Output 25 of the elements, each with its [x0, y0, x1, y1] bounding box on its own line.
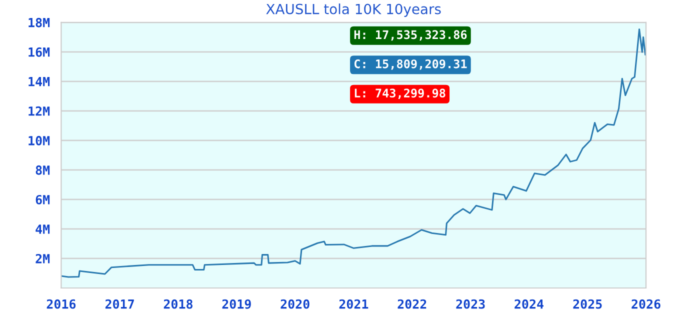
y-tick-label: 6M	[36, 194, 50, 204]
y-tick-label: 12M	[28, 106, 50, 116]
x-tick-label: 2017	[105, 299, 134, 309]
x-tick-label: 2023	[456, 299, 485, 309]
x-tick-label: 2025	[573, 299, 602, 309]
x-tick-label: 2024	[514, 299, 544, 309]
chart-title: XAUSLL tola 10K 10years	[266, 4, 441, 17]
y-tick-label: 16M	[28, 47, 50, 57]
y-tick-label: 2M	[36, 254, 50, 264]
annotation: C: 15,809,209.31	[354, 59, 467, 70]
x-tick-label: 2022	[398, 299, 426, 309]
x-tick-label: 2026	[632, 299, 660, 309]
x-tick-label: 2018	[164, 299, 192, 309]
x-tick-label: 2021	[339, 299, 368, 309]
y-tick-label: 8M	[36, 165, 50, 175]
x-tick-label: 2019	[222, 299, 251, 309]
annotation: H: 17,535,323.86	[354, 30, 467, 41]
annotation: L: 743,299.98	[354, 88, 446, 100]
y-tick-label: 18M	[28, 18, 50, 28]
y-tick-label: 14M	[28, 77, 50, 86]
y-tick-label: 4M	[36, 224, 50, 234]
x-tick-label: 2020	[280, 299, 310, 309]
x-tick-label: 2016	[46, 299, 76, 309]
y-tick-label: 10M	[28, 136, 50, 146]
line-series	[61, 28, 646, 278]
